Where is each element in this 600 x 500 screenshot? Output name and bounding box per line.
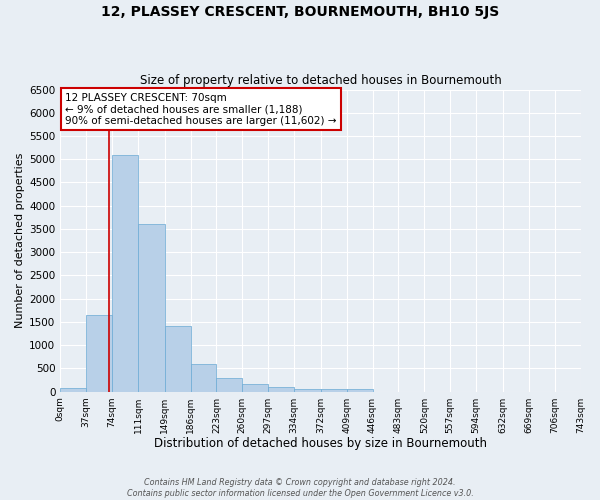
Bar	[112, 154, 138, 392]
Bar	[294, 389, 321, 392]
Bar	[242, 384, 268, 392]
Bar	[138, 224, 164, 392]
Bar	[321, 390, 347, 392]
Y-axis label: Number of detached properties: Number of detached properties	[15, 153, 25, 328]
Bar	[347, 390, 373, 392]
Bar	[217, 378, 242, 392]
Bar	[86, 315, 112, 392]
Text: Contains HM Land Registry data © Crown copyright and database right 2024.
Contai: Contains HM Land Registry data © Crown c…	[127, 478, 473, 498]
Text: 12 PLASSEY CRESCENT: 70sqm
← 9% of detached houses are smaller (1,188)
90% of se: 12 PLASSEY CRESCENT: 70sqm ← 9% of detac…	[65, 92, 337, 126]
X-axis label: Distribution of detached houses by size in Bournemouth: Distribution of detached houses by size …	[154, 437, 487, 450]
Bar	[60, 388, 86, 392]
Bar	[268, 388, 294, 392]
Text: 12, PLASSEY CRESCENT, BOURNEMOUTH, BH10 5JS: 12, PLASSEY CRESCENT, BOURNEMOUTH, BH10 …	[101, 5, 499, 19]
Title: Size of property relative to detached houses in Bournemouth: Size of property relative to detached ho…	[140, 74, 501, 87]
Bar	[191, 364, 217, 392]
Bar	[164, 326, 191, 392]
